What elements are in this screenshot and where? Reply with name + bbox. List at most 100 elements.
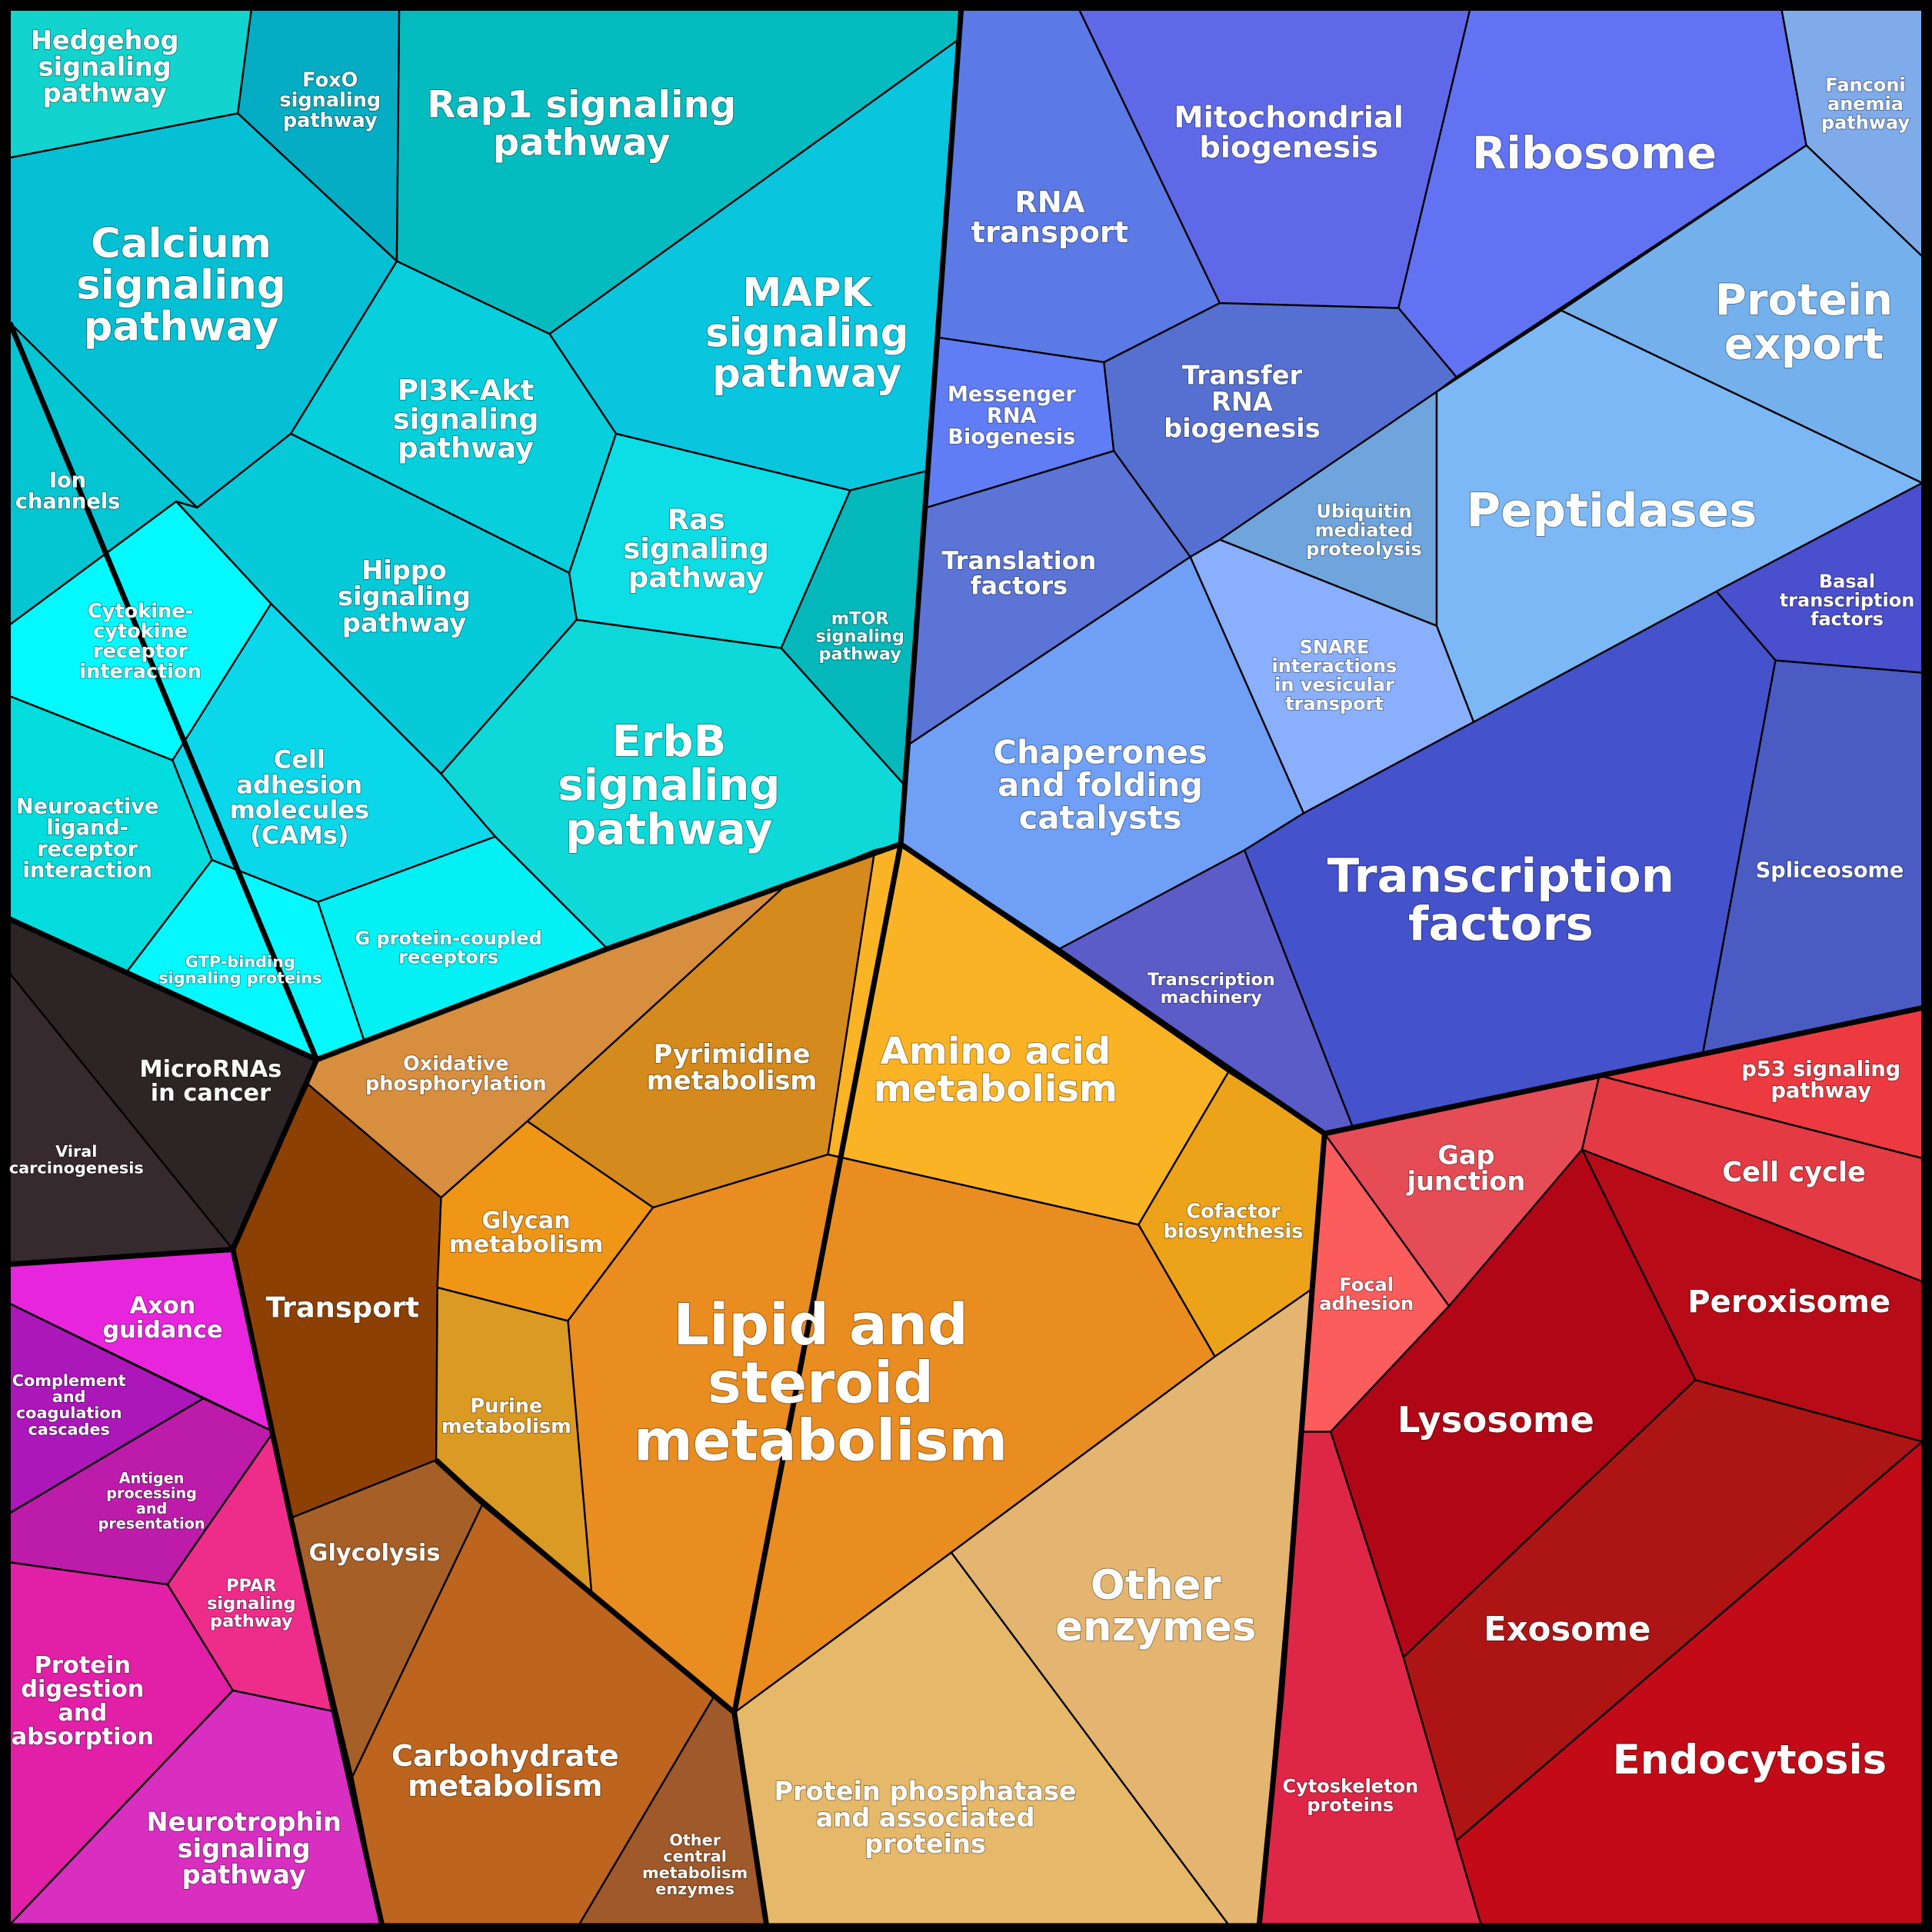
cell-label-line: transcription xyxy=(1780,590,1915,611)
labels-layer: Hedgehog signaling pathway FoxO signaling pat… xyxy=(8,25,1915,1899)
cell-label-line: Transcription xyxy=(1148,970,1275,990)
cell-label-ras: Ras signaling pathway xyxy=(623,503,769,594)
cell-label-line: GTP-binding xyxy=(185,953,295,971)
cell-label-line: Calcium xyxy=(91,221,271,268)
outer-frame xyxy=(3,3,1929,1929)
cell-label-pyrimidine: Pyrimidine metabolism xyxy=(647,1039,818,1095)
cell-label-line: interaction xyxy=(23,859,152,883)
cell-label-line: Messenger xyxy=(948,383,1077,407)
cell-label-carbohydrate: Carbohydrate metabolism xyxy=(391,1739,619,1804)
cell-label-transcription-factors: Transcription factors xyxy=(1327,849,1674,951)
cell-label-cytoskeleton: Cytoskeleton proteins xyxy=(1282,1775,1418,1816)
cell-label-line: Other xyxy=(669,1830,721,1849)
cell-label-line: Ion xyxy=(49,468,86,492)
cell-label-line: Hippo xyxy=(361,555,447,585)
cell-label-antigen: Antigen processing and presentation xyxy=(98,1470,205,1533)
cell-label-line: Amino acid xyxy=(881,1030,1111,1073)
cell-label-viral-carcinogenesis: Viral carcinogenesis xyxy=(9,1142,144,1177)
cell-label-line: in cancer xyxy=(151,1080,271,1107)
cell-label-peroxisome: Peroxisome xyxy=(1687,1284,1890,1320)
cell-label-line: proteins xyxy=(864,1829,986,1859)
cell-label-line: cytokine xyxy=(93,620,188,643)
cell-label-line: Focal xyxy=(1339,1274,1394,1295)
cell-label-line: mediated xyxy=(1315,519,1414,541)
cell-label-line: RNA xyxy=(1211,387,1273,417)
cell-label-ribosome: Ribosome xyxy=(1472,127,1717,179)
cell-label-line: pathway xyxy=(43,78,167,108)
cell-label-mtor: mTOR signaling pathway xyxy=(815,609,904,665)
cell-label-neurotrophin: Neurotrophin signaling pathway xyxy=(146,1807,341,1890)
cell-label-endocytosis: Endocytosis xyxy=(1613,1737,1887,1784)
cell-label-line: metabolism xyxy=(642,1864,748,1882)
cell-label-line: Other xyxy=(1091,1562,1221,1609)
cell-label-line: cascades xyxy=(28,1421,109,1439)
cell-label-line: pathway xyxy=(182,1860,306,1890)
cell-label-line: in vesicular xyxy=(1274,675,1394,696)
cell-label-line: catalysts xyxy=(1019,799,1182,837)
cell-label-glycan: Glycan metabolism xyxy=(449,1208,604,1258)
cell-label-line: and folding xyxy=(998,766,1203,804)
cell-label-cofactor: Cofactor biosynthesis xyxy=(1164,1201,1304,1244)
cell-label-line: transport xyxy=(1285,693,1384,715)
cell-label-line: signaling xyxy=(338,581,471,611)
cell-label-line: signaling xyxy=(623,532,769,565)
cell-label-line: RNA xyxy=(1014,185,1085,220)
cell-label-line: PI3K-Akt xyxy=(398,374,534,407)
cell-label-line: Transport xyxy=(266,1291,420,1324)
cell-label-line: metabolism xyxy=(449,1231,604,1258)
cell-label-line: and xyxy=(52,1387,86,1406)
cell-label-line: Endocytosis xyxy=(1613,1737,1887,1784)
cell-label-foxo: FoxO signaling pathway xyxy=(279,69,381,132)
cell-label-line: SNARE xyxy=(1300,637,1370,658)
cell-label-line: Ribosome xyxy=(1472,127,1717,179)
cell-label-line: Antigen xyxy=(119,1470,185,1487)
cell-label-cytokine: Cytokine-cytokine receptor interaction xyxy=(79,600,201,684)
group-border xyxy=(8,841,902,1063)
cell-label-line: metabolism xyxy=(874,1068,1118,1111)
cell-label-line: adhesion xyxy=(1319,1293,1414,1314)
cell-label-protein-export: Protein export xyxy=(1715,275,1893,369)
cell-label-line: Neuroactive xyxy=(16,794,159,818)
cell-label-line: presentation xyxy=(98,1514,205,1532)
cell-label-hedgehog: Hedgehog signaling pathway xyxy=(31,25,179,108)
cell-label-line: processing xyxy=(106,1484,197,1502)
cell-label-line: Mitochondrial xyxy=(1174,100,1404,135)
cell-label-line: pathway xyxy=(1771,1079,1872,1103)
cell-label-gap-junction: Gap junction xyxy=(1406,1140,1526,1196)
group-border xyxy=(898,9,964,844)
cell-label-line: coagulation xyxy=(16,1404,122,1422)
cell-label-line: Axon xyxy=(130,1293,196,1320)
cell-label-line: ErbB xyxy=(611,717,726,767)
cell-label-line: machinery xyxy=(1161,988,1262,1008)
cell-label-line: export xyxy=(1724,319,1884,369)
cell-label-line: ligand- xyxy=(46,816,128,840)
cell-label-phosphatase: Protein phosphatase and associated protein… xyxy=(774,1777,1076,1860)
cell-label-pi3k: PI3K-Akt signaling pathway xyxy=(393,374,539,465)
cell-label-line: carcinogenesis xyxy=(9,1158,144,1177)
cell-label-line: absorption xyxy=(12,1724,154,1750)
cell-label-line: metabolism xyxy=(634,1409,1008,1474)
cell-label-line: pathway xyxy=(342,608,466,638)
cell-label-focal-adhesion: Focal adhesion xyxy=(1319,1274,1414,1314)
cell-label-line: Oxidative xyxy=(403,1052,509,1075)
cell-label-line: proteolysis xyxy=(1306,538,1421,560)
group-border xyxy=(230,1248,385,1926)
cell-label-line: Fanconi xyxy=(1825,75,1905,96)
cell-label-line: signaling xyxy=(558,761,780,811)
cell-label-line: Biogenesis xyxy=(948,425,1075,449)
cell-label-line: Peroxisome xyxy=(1687,1284,1890,1320)
cell-label-micrornas: MicroRNAs in cancer xyxy=(139,1056,281,1107)
cell-label-gtp-binding: GTP-binding signaling proteins xyxy=(158,953,321,988)
cell-label-line: biogenesis xyxy=(1199,131,1378,165)
cell-label-line: Chaperones xyxy=(993,734,1207,771)
cell-label-mito-biogenesis: Mitochondrial biogenesis xyxy=(1174,100,1404,165)
cell-label-basal-tf: Basal transcription factors xyxy=(1780,571,1915,630)
cell-label-complement: Complement and coagulation cascades xyxy=(12,1371,126,1439)
cell-label-amino-acid: Amino acid metabolism xyxy=(874,1030,1118,1111)
cell-label-line: signaling xyxy=(393,403,539,436)
cell-label-line: Protein xyxy=(1715,275,1893,325)
cell-label-line: Complement xyxy=(12,1371,126,1390)
cell-label-line: receptor xyxy=(93,640,188,663)
cell-label-line: Ubiquitin xyxy=(1316,501,1411,522)
group-border xyxy=(434,1457,737,1715)
